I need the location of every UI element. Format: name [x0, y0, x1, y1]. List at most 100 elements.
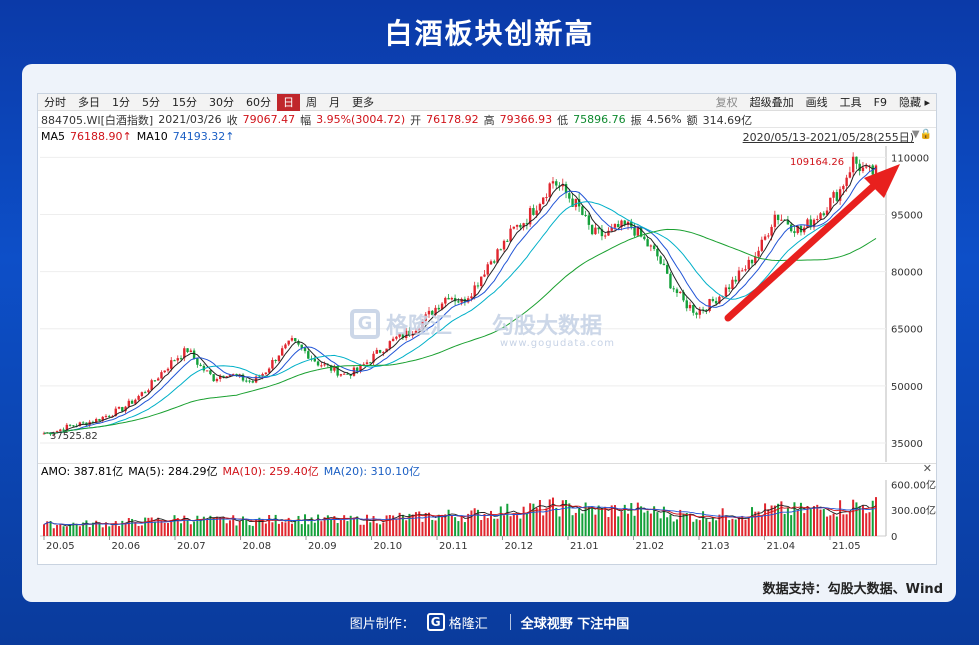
volume-bar-160	[565, 500, 568, 536]
candle-body-4	[55, 431, 59, 433]
tool-button-4[interactable]: F9	[873, 95, 887, 109]
x-tick-7: 20.12	[505, 541, 534, 552]
volume-bar-75	[287, 517, 290, 536]
candle-body-230	[793, 231, 796, 234]
tool-button-1[interactable]: 超级叠加	[749, 95, 794, 109]
candle-body-172	[603, 235, 607, 237]
volume-bar-67	[261, 518, 264, 536]
period-tab-2[interactable]: 1分	[112, 95, 130, 109]
volume-bar-145	[516, 515, 519, 536]
volume-bar-252	[865, 513, 868, 536]
period-tab-10[interactable]: 更多	[352, 95, 374, 109]
volume-bar-189	[659, 518, 662, 536]
volume-bar-250	[858, 506, 861, 536]
tool-button-2[interactable]: 画线	[805, 95, 828, 109]
volume-bar-236	[813, 506, 816, 536]
volume-bar-237	[816, 504, 819, 536]
period-tab-4[interactable]: 15分	[172, 95, 197, 109]
candle-body-54	[218, 375, 222, 380]
high-annotation: 109164.26	[790, 157, 844, 168]
candle-body-136	[486, 264, 489, 275]
candle-body-206	[714, 300, 718, 304]
candle-body-80	[303, 347, 307, 352]
volume-bar-199	[692, 521, 695, 536]
footer-slogan: 全球视野 下注中国	[520, 616, 630, 632]
volume-bar-210	[728, 520, 731, 536]
volume-bar-42	[180, 523, 183, 536]
candle-body-241	[829, 197, 832, 211]
candle-body-171	[600, 229, 604, 237]
volume-bar-51	[209, 515, 212, 536]
candle-body-200	[695, 312, 698, 315]
volume-bar-163	[574, 512, 577, 536]
volume-bar-36	[160, 520, 163, 536]
candle-body-207	[718, 296, 721, 304]
ma5-value: 76188.90↑	[70, 129, 132, 143]
volume-bar-215	[744, 519, 747, 536]
volume-bar-13	[85, 520, 88, 536]
period-tab-5[interactable]: 30分	[209, 95, 234, 109]
candle-body-158	[558, 185, 561, 187]
volume-bar-116	[421, 521, 424, 536]
candle-body-92	[342, 373, 346, 375]
period-tab-1[interactable]: 多日	[78, 95, 100, 109]
price-tick-2: 65000	[891, 325, 923, 336]
period-tab-0[interactable]: 分时	[44, 95, 66, 109]
candle-body-125	[450, 298, 454, 300]
period-tab-8[interactable]: 周	[306, 95, 317, 109]
volume-bar-53	[215, 516, 218, 536]
volume-bar-140	[499, 506, 502, 536]
x-tick-4: 20.09	[308, 541, 337, 552]
period-tab-7[interactable]: 日	[277, 93, 300, 111]
volume-bar-113	[411, 514, 414, 536]
candle-body-37	[163, 370, 166, 373]
lock-icon[interactable]: ▼🔒	[911, 129, 932, 140]
volume-bar-2	[49, 520, 52, 536]
watermark-brand2: 勾股大数据	[492, 314, 603, 339]
candle-body-210	[727, 287, 731, 290]
candle-body-5	[59, 429, 62, 432]
candle-body-127	[457, 301, 460, 303]
candle-body-249	[855, 156, 858, 164]
tool-button-5[interactable]: 隐藏 ▸	[898, 95, 930, 109]
candle-body-41	[176, 358, 179, 361]
period-tab-9[interactable]: 月	[329, 95, 340, 109]
tool-button-3[interactable]: 工具	[839, 95, 862, 109]
ma10-value: 74193.32↑	[172, 129, 235, 143]
candle-body-183	[639, 227, 643, 237]
volume-bar-247	[848, 512, 851, 536]
candle-body-156	[551, 181, 555, 184]
candle-body-217	[750, 259, 754, 264]
candle-body-24	[121, 407, 124, 412]
volume-bar-122	[441, 514, 444, 536]
amo-value: AMO: 387.81亿	[41, 464, 124, 478]
volume-bar-134	[480, 520, 483, 536]
candle-body-134	[480, 276, 483, 287]
candle-body-21	[111, 415, 114, 417]
volume-bar-224	[773, 505, 776, 536]
period-tab-3[interactable]: 5分	[142, 95, 160, 109]
date-range[interactable]: 2020/05/13-2021/05/28(255日)	[742, 131, 914, 144]
volume-bar-167	[587, 506, 590, 536]
candle-body-31	[143, 392, 147, 394]
period-tab-6[interactable]: 60分	[246, 95, 271, 109]
volume-bar-142	[506, 503, 509, 536]
candle-body-237	[816, 219, 819, 221]
close-icon[interactable]: ✕	[922, 462, 932, 475]
volume-bar-46	[193, 521, 196, 536]
volume-bar-206	[715, 520, 718, 536]
price-tick-3: 80000	[891, 268, 923, 279]
kline-chart: 35000 50000 65000 80000 95000 110000 37525.82 1…	[40, 146, 936, 552]
candle-body-181	[633, 226, 636, 236]
candle-body-101	[372, 353, 375, 363]
period-toolbar: 分时 多日 1分 5分 15分 30分 60分日周月更多 复权 超级叠加 画线 工具 F9 隐藏 ▸	[38, 93, 936, 111]
volume-tick-1: 300.00亿	[891, 504, 936, 517]
tool-button-0[interactable]: 复权	[715, 95, 738, 109]
volume-bar-227	[783, 514, 786, 536]
candle-body-0	[42, 433, 46, 435]
volume-bar-7	[65, 526, 68, 536]
volume-bar-132	[473, 508, 476, 536]
volume-bar-152	[538, 500, 541, 536]
candle-body-27	[130, 400, 134, 404]
volume-bar-225	[777, 503, 780, 536]
